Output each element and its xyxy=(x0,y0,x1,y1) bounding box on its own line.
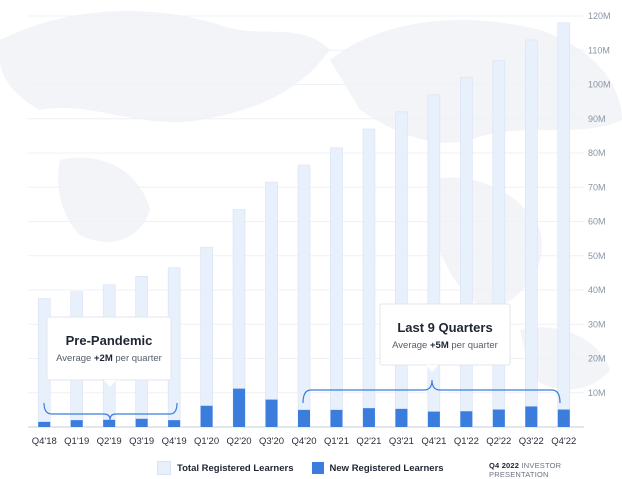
bar-total xyxy=(200,246,213,428)
x-tick-label: Q2'21 xyxy=(356,436,381,447)
legend-item-new: New Registered Learners xyxy=(311,462,444,474)
y-tick-label: 100M xyxy=(588,80,611,90)
x-tick-label: Q1'19 xyxy=(64,436,89,447)
x-tick-label: Q3'21 xyxy=(389,436,414,447)
legend-swatch-new xyxy=(311,462,324,474)
bar-total xyxy=(557,22,571,428)
bar-new xyxy=(38,421,51,427)
pre-pandemic-bracket xyxy=(43,402,178,421)
x-tick-label: Q1'20 xyxy=(194,436,219,447)
post-bracket xyxy=(302,379,561,404)
x-tick-label: Q4'18 xyxy=(32,436,57,447)
legend-label-new: New Registered Learners xyxy=(329,462,444,474)
y-tick-label: 120M xyxy=(588,11,611,21)
last-9-quarters-callout: Last 9 Quarters Average +5M per quarter xyxy=(379,303,511,372)
x-tick-label: Q2'20 xyxy=(227,436,252,447)
bar-new xyxy=(265,399,278,427)
x-tick-label: Q4'20 xyxy=(291,436,316,447)
bar-new xyxy=(70,420,83,427)
footer-label: INVESTOR PRESENTATION xyxy=(489,461,562,479)
y-tick-label: 30M xyxy=(588,319,606,329)
x-axis-ticks: Q4'18 Q1'19 Q2'19 Q3'19 Q4'19 Q1'20 Q2'20 Q3'20… xyxy=(32,436,577,447)
x-tick-label: Q2'22 xyxy=(486,436,511,447)
y-tick-label: 80M xyxy=(588,148,606,158)
x-tick-label: Q1'21 xyxy=(324,436,349,447)
legend-label-total: Total Registered Learners xyxy=(177,462,294,474)
bar-new xyxy=(427,411,440,427)
bar-total xyxy=(330,147,343,428)
x-tick-label: Q4'21 xyxy=(421,436,446,447)
last-9-quarters-subtitle: Average +5M per quarter xyxy=(392,340,498,351)
x-tick-label: Q2'19 xyxy=(97,436,122,447)
bar-total xyxy=(362,128,376,428)
y-tick-label: 110M xyxy=(588,45,610,55)
bar-new xyxy=(103,419,116,427)
x-tick-label: Q3'22 xyxy=(519,436,544,447)
y-tick-label: 40M xyxy=(588,285,606,295)
last-9-quarters-title: Last 9 Quarters xyxy=(397,320,492,335)
y-tick-label: 70M xyxy=(588,182,606,192)
footer-period: Q4 2022 xyxy=(489,461,520,470)
bar-new xyxy=(233,388,246,427)
bar-new xyxy=(395,408,408,427)
bar-total xyxy=(265,181,278,428)
bar-total xyxy=(427,94,441,428)
bar-new xyxy=(525,406,538,427)
bar-new xyxy=(330,409,343,427)
bar-new xyxy=(298,409,310,427)
bar-total xyxy=(297,164,311,428)
bar-total xyxy=(492,60,506,428)
bar-new xyxy=(200,405,213,427)
legend: Total Registered Learners New Registered… xyxy=(157,461,444,475)
x-tick-label: Q4'19 xyxy=(162,436,187,447)
legend-swatch-total xyxy=(157,461,171,475)
bar-new xyxy=(492,409,505,427)
x-tick-label: Q4'22 xyxy=(551,436,576,447)
y-tick-label: 20M xyxy=(588,354,606,364)
y-axis-ticks: 10M 20M 30M 40M 50M 60M 70M 80M 90M 100M 110M 120M xyxy=(588,11,611,398)
pre-pandemic-subtitle: Average +2M per quarter xyxy=(56,353,162,364)
bar-new xyxy=(168,420,181,427)
bar-total xyxy=(524,39,538,428)
bar-new xyxy=(460,411,473,427)
footer: Q4 2022 INVESTOR PRESENTATION xyxy=(489,461,622,479)
bar-new xyxy=(362,408,375,427)
bar-new xyxy=(135,418,148,427)
pre-pandemic-callout: Pre-Pandemic Average +2M per quarter xyxy=(46,316,172,387)
bar-total xyxy=(460,77,473,428)
x-tick-label: Q3'20 xyxy=(259,436,284,447)
y-tick-label: 10M xyxy=(588,388,606,398)
bar-new xyxy=(557,409,570,427)
y-tick-label: 50M xyxy=(588,251,606,261)
pre-pandemic-title: Pre-Pandemic xyxy=(66,333,153,348)
bar-total xyxy=(395,111,408,428)
y-tick-label: 60M xyxy=(588,217,606,227)
x-tick-label: Q1'22 xyxy=(454,436,479,447)
y-tick-label: 90M xyxy=(588,114,606,124)
legend-item-total: Total Registered Learners xyxy=(157,461,294,475)
x-tick-label: Q3'19 xyxy=(129,436,154,447)
